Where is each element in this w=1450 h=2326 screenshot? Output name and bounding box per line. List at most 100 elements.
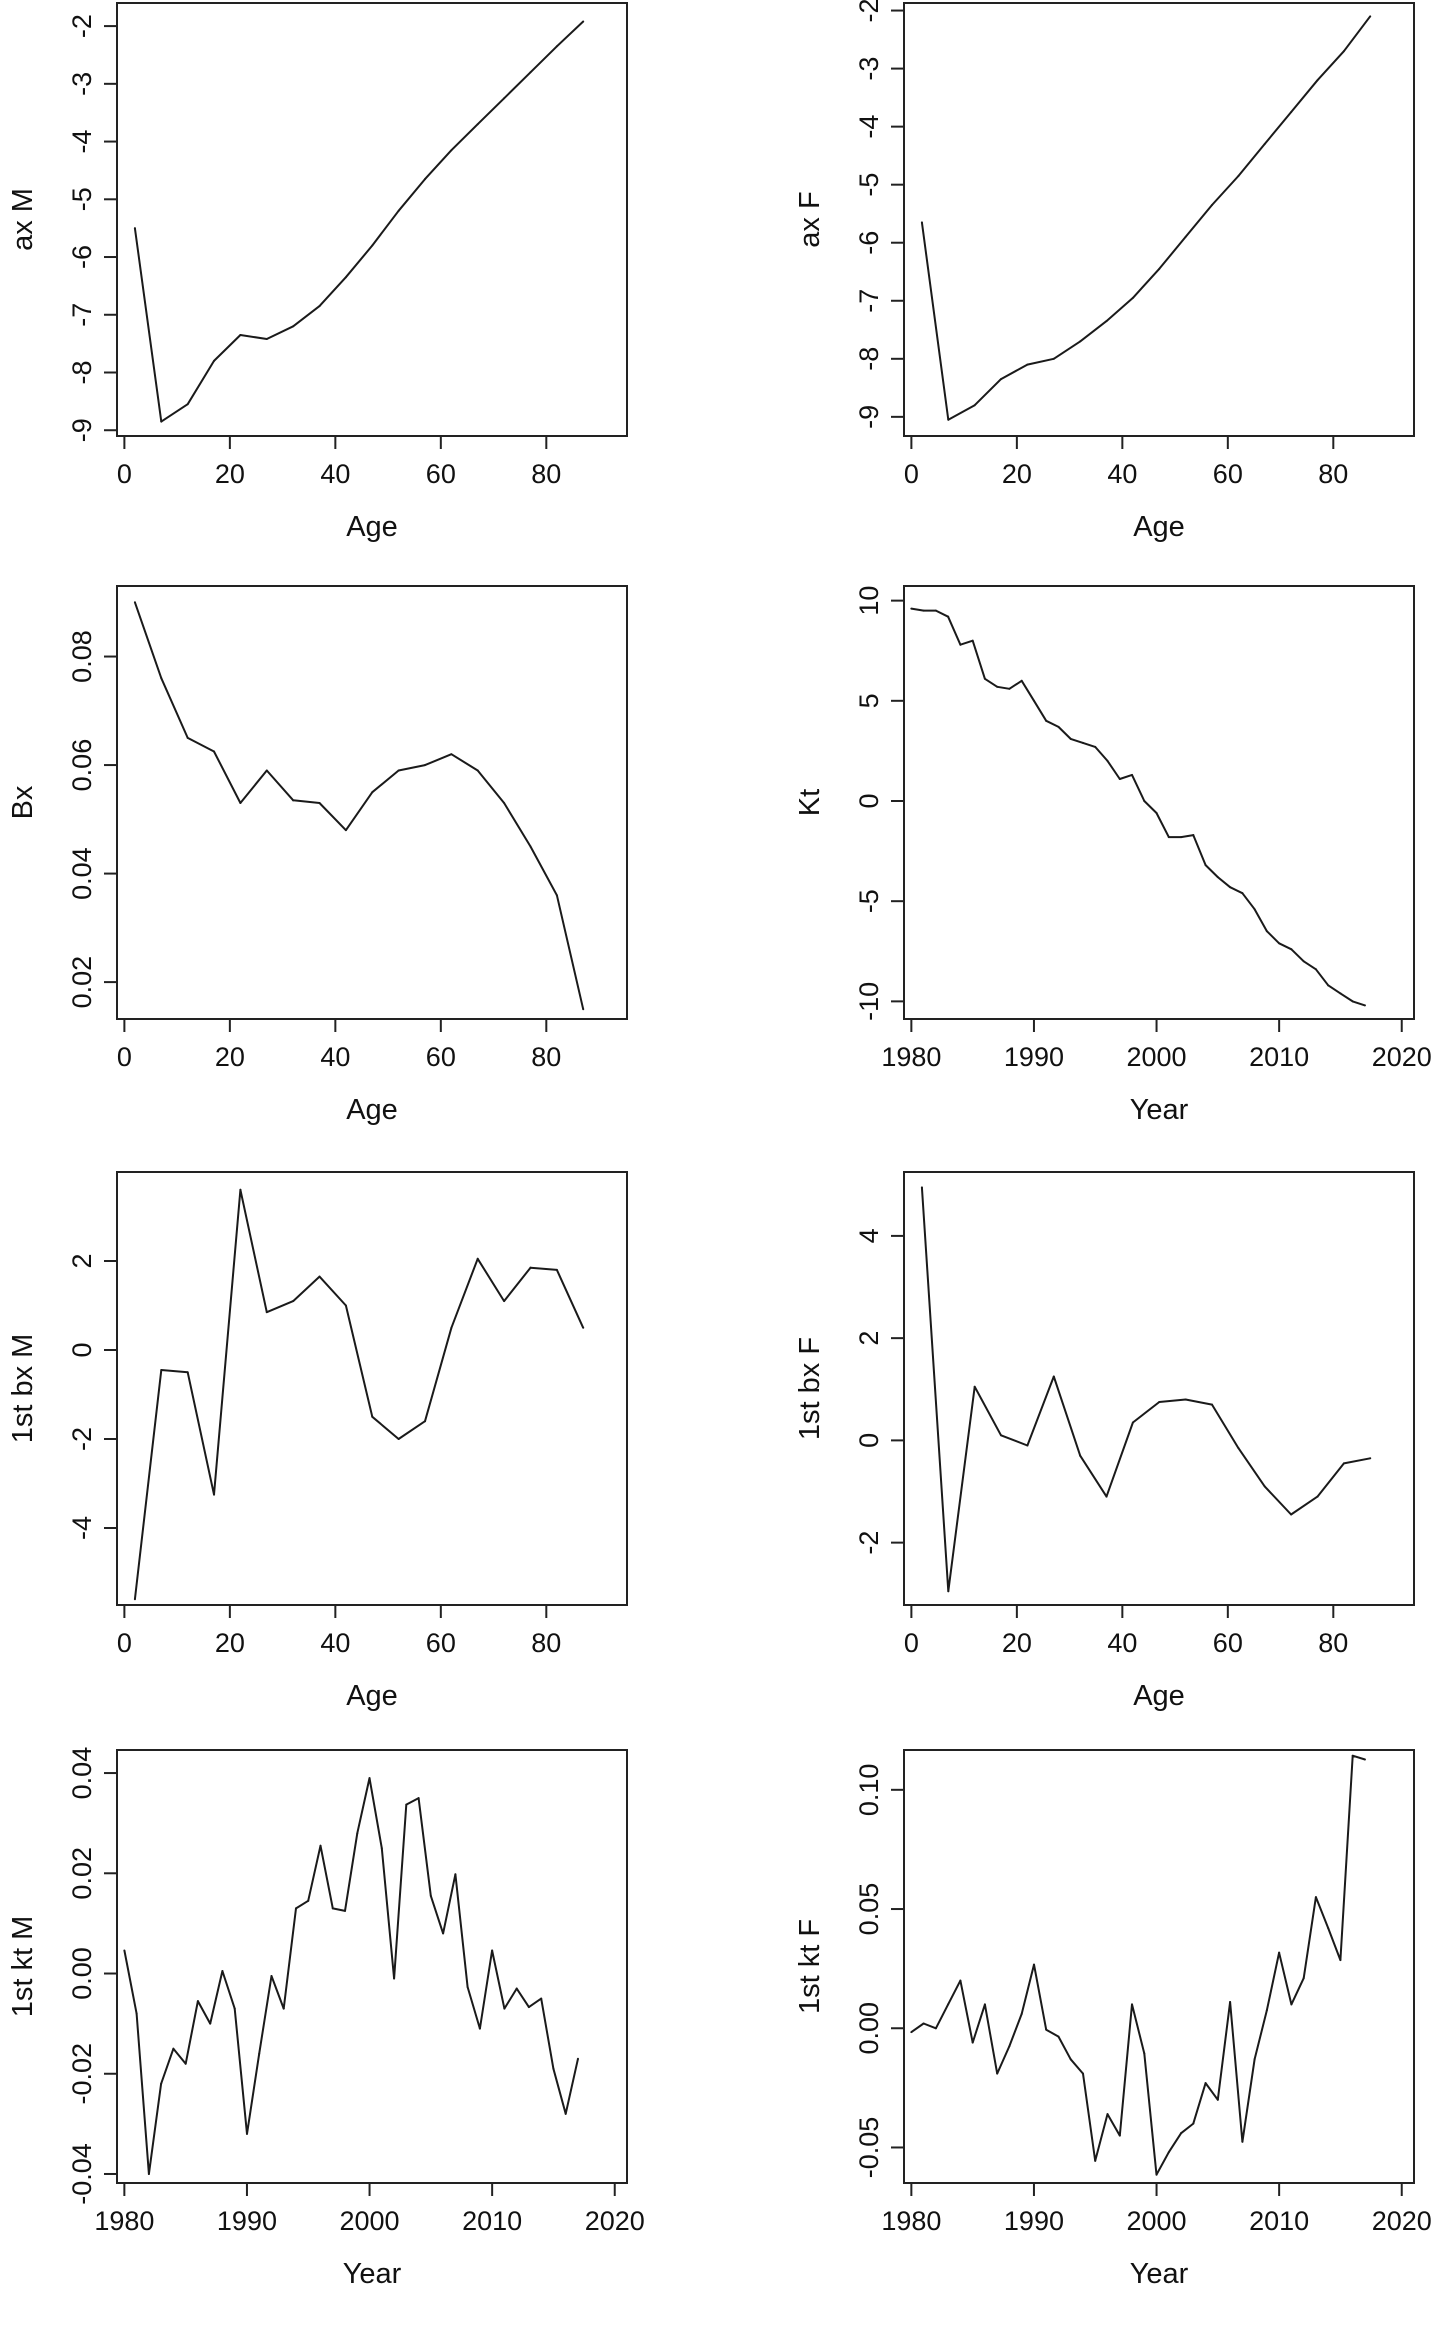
data-point — [1211, 1403, 1214, 1406]
data-point — [1302, 960, 1305, 963]
data-point — [920, 1186, 923, 1189]
data-point — [1229, 2001, 1232, 2004]
y-tick-label: -2 — [67, 1427, 97, 1451]
y-tick-label: -2 — [854, 0, 884, 23]
data-point — [1131, 1421, 1134, 1424]
data-point — [424, 764, 427, 767]
y-tick-label: 0 — [67, 1342, 97, 1357]
data-point — [397, 209, 400, 212]
data-point — [186, 1371, 189, 1374]
y-tick-label: 0.00 — [854, 2002, 884, 2055]
data-point — [515, 1987, 518, 1990]
chart-svg: 1980 1990 2000 2010 2020 -10 -5 0 5 10 Year Kt — [794, 585, 1432, 1126]
data-point — [1314, 968, 1317, 971]
data-point — [582, 1326, 585, 1329]
x-tick-label: 2000 — [1127, 2206, 1187, 2236]
series-line — [910, 1754, 1366, 2176]
data-point — [582, 1008, 585, 1011]
y-tick-label: 0.02 — [67, 1847, 97, 1900]
data-point — [1351, 1754, 1354, 1757]
data-point — [258, 2052, 261, 2055]
x-axis-label: Age — [346, 1680, 398, 1712]
y-tick-label: -5 — [67, 187, 97, 211]
x-tick-label: 0 — [117, 1042, 132, 1072]
data-point — [934, 609, 937, 612]
data-point — [503, 802, 506, 805]
data-point — [133, 227, 136, 230]
data-point — [417, 1797, 420, 1800]
data-point — [1105, 1495, 1108, 1498]
data-point — [1026, 363, 1029, 366]
data-point — [1342, 1462, 1345, 1465]
x-tick-label: 0 — [117, 459, 132, 489]
data-point — [1069, 737, 1072, 740]
data-point — [331, 1907, 334, 1910]
data-point — [1253, 2058, 1256, 2061]
y-tick-label: -6 — [67, 245, 97, 269]
x-tick-label: 60 — [426, 1042, 456, 1072]
x-axis-label: Age — [1133, 511, 1185, 543]
x-tick-label: 60 — [426, 459, 456, 489]
data-point — [1263, 143, 1266, 146]
x-axis-label: Age — [346, 511, 398, 543]
x-tick-label: 20 — [215, 459, 245, 489]
data-point — [265, 769, 268, 772]
chart-panel-1: 0 20 40 60 80 -9 -8 -7 -6 -5 -4 -3 -2 Age ax M — [0, 0, 725, 580]
data-point — [1032, 699, 1035, 702]
y-tick-label: 0.04 — [67, 847, 97, 900]
data-point — [172, 2047, 175, 2050]
data-point — [996, 685, 999, 688]
chart-panel-5: 0 20 40 60 80 -4 -2 0 2 Age 1st bx M — [0, 1168, 725, 1748]
data-point — [1020, 2012, 1023, 2015]
data-point — [503, 2007, 506, 2010]
data-point — [1327, 984, 1330, 987]
data-point — [1155, 812, 1158, 815]
y-axis-label: 1st kt M — [7, 1916, 39, 2018]
data-point — [123, 1949, 126, 1952]
data-point — [971, 2041, 974, 2044]
y-tick-label: 0.04 — [67, 1747, 97, 1800]
data-point — [947, 2003, 950, 2006]
data-point — [233, 2007, 236, 2010]
data-point — [947, 615, 950, 618]
x-tick-label: 60 — [1213, 1628, 1243, 1658]
series-line — [920, 1187, 1371, 1593]
data-point — [1105, 320, 1108, 323]
data-point — [319, 1844, 322, 1847]
data-point — [221, 1970, 224, 1973]
data-point — [1094, 2159, 1097, 2162]
chart-svg: 0 20 40 60 80 -9 -8 -7 -6 -5 -4 -3 -2 Age ax F — [794, 0, 1415, 543]
data-point — [450, 1326, 453, 1329]
data-point — [270, 1975, 273, 1978]
chart-svg: 0 20 40 60 80 0.02 0.04 0.06 0.08 Age Bx — [7, 585, 628, 1126]
data-point — [1180, 836, 1183, 839]
data-point — [1106, 759, 1109, 762]
data-point — [1106, 2113, 1109, 2116]
data-point — [555, 894, 558, 897]
data-point — [424, 1420, 427, 1423]
data-point — [1094, 745, 1097, 748]
data-point — [147, 2172, 150, 2175]
data-point — [135, 2012, 138, 2015]
data-point — [1008, 687, 1011, 690]
data-point — [371, 244, 374, 247]
y-axis-label: ax M — [7, 188, 39, 251]
data-point — [1302, 1977, 1305, 1980]
y-tick-label: 0 — [854, 793, 884, 808]
data-point — [1167, 836, 1170, 839]
data-point — [1158, 267, 1161, 270]
data-point — [1081, 741, 1084, 744]
y-axis-label: Kt — [794, 789, 826, 816]
data-point — [529, 845, 532, 848]
y-axis-label: ax F — [794, 191, 826, 247]
data-point — [973, 404, 976, 407]
data-point — [1057, 2035, 1060, 2038]
x-tick-label: 2010 — [462, 2206, 522, 2236]
data-point — [344, 1909, 347, 1912]
chart-svg: 1980 1990 2000 2010 2020 -0.04 -0.02 0.00 0.02 0.… — [7, 1747, 645, 2290]
y-tick-label: 4 — [854, 1228, 884, 1243]
data-point — [186, 403, 189, 406]
x-tick-label: 20 — [215, 1042, 245, 1072]
data-point — [491, 1949, 494, 1952]
y-axis-label: 1st bx F — [794, 1337, 826, 1440]
